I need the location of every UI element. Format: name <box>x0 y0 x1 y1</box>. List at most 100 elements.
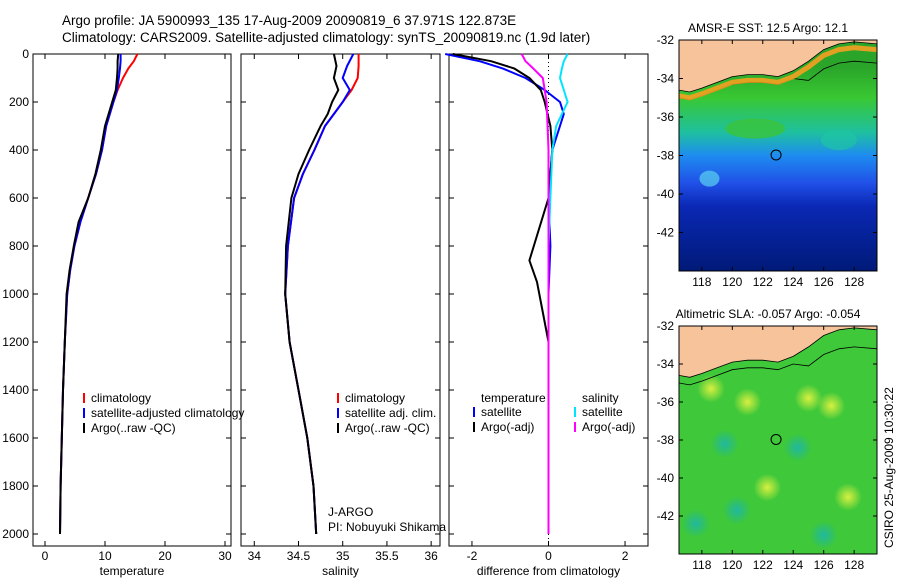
y-tick-label: 1000 <box>2 287 29 301</box>
legend-header-temperature: temperature <box>481 391 546 405</box>
map-panel-sla_map: -32 -34 -36 -38 -40 -42 118 120 122 124 126 128 Alti… <box>657 307 878 572</box>
axes-box <box>32 53 232 547</box>
legend-entry: climatology <box>91 391 151 405</box>
y-tick-label: -40 <box>657 187 675 201</box>
legend-entry: Argo(-adj) <box>481 420 534 434</box>
y-tick-label: -32 <box>657 319 675 333</box>
x-tick-label: -2 <box>467 549 478 563</box>
x-tick-label: 30 <box>218 549 232 563</box>
sla-anomaly-blob <box>696 374 725 403</box>
map-field <box>679 326 877 554</box>
legend-entry: satellite-adjusted climatology <box>91 406 244 420</box>
y-tick-label: 2000 <box>2 527 29 541</box>
x-tick-label: 118 <box>692 558 711 572</box>
y-tick-label: 0 <box>22 47 29 61</box>
sla-anomaly-blob <box>783 433 812 462</box>
map-title: Altimetric SLA: -0.057 Argo: -0.054 <box>676 307 861 321</box>
x-tick-label: 124 <box>783 558 803 572</box>
y-tick-label: 600 <box>9 191 29 205</box>
y-tick-label: -36 <box>657 395 675 409</box>
y-tick-label: 400 <box>9 143 29 157</box>
y-tick-label: 1400 <box>2 383 29 397</box>
x-tick-label: 120 <box>722 275 742 289</box>
sla-anomaly-blob <box>753 473 782 502</box>
series-line-argo-adj- <box>520 53 550 534</box>
legend-entry: satellite adj. clim. <box>345 406 436 420</box>
sla-anomaly-blob <box>722 496 751 525</box>
map-title: AMSR-E SST: 12.5 Argo: 12.1 <box>688 21 848 35</box>
y-tick-label: 800 <box>9 239 29 253</box>
argo-location-marker <box>770 149 782 161</box>
sla-anomaly-blob <box>817 391 846 420</box>
x-tick-label: 2 <box>622 549 629 563</box>
x-tick-label: 34.5 <box>287 549 311 563</box>
x-tick-label: 120 <box>722 558 742 572</box>
y-tick-label: -38 <box>657 433 675 447</box>
x-tick-label: 0 <box>545 549 552 563</box>
x-axis-label: temperature <box>100 564 165 578</box>
figure-title-line1: Argo profile: JA 5900993_135 17-Aug-2009… <box>62 13 517 28</box>
x-tick-label: 0 <box>42 549 49 563</box>
legend-entry: satellite <box>582 405 623 419</box>
sst-warm-patch <box>725 118 786 139</box>
land-mask <box>679 326 877 378</box>
x-tick-label: 36 <box>424 549 438 563</box>
y-tick-label: -36 <box>657 110 675 124</box>
legend-header-salinity: salinity <box>582 391 619 405</box>
y-tick-label: -40 <box>657 471 675 485</box>
x-tick-label: 118 <box>692 275 711 289</box>
x-tick-label: 20 <box>158 549 172 563</box>
series-line-argo-raw-qc- <box>284 53 340 535</box>
y-tick-label: 1600 <box>2 431 29 445</box>
sst-patch <box>820 130 857 151</box>
timestamp-label: CSIRO 25-Aug-2009 10:30:22 <box>882 387 896 548</box>
y-tick-label: 200 <box>9 95 29 109</box>
argo-location-marker <box>770 433 782 445</box>
axes-box <box>240 53 441 547</box>
y-tick-label: -34 <box>657 357 675 371</box>
x-tick-label: 126 <box>814 558 834 572</box>
x-tick-label: 10 <box>98 549 112 563</box>
land-mask <box>679 40 877 93</box>
y-tick-label: 1200 <box>2 335 29 349</box>
series-line-argo-raw-qc- <box>59 53 120 535</box>
profile-panel-temperature: 0 10 20 30 0 200 400 600 800 1000 1200 1400 1600 1800… <box>2 47 232 578</box>
y-tick-label: -38 <box>657 149 675 163</box>
sla-anomaly-blob <box>681 509 710 538</box>
sla-anomaly-blob <box>733 388 762 416</box>
sla-anomaly-blob <box>834 483 863 511</box>
sla-anomaly-blob <box>710 429 739 458</box>
x-tick-label: 122 <box>753 558 773 572</box>
legend-entry: Argo(..raw -QC) <box>91 421 176 435</box>
legend-entry: climatology <box>345 391 405 405</box>
y-tick-label: 1800 <box>2 479 29 493</box>
x-tick-label: 128 <box>844 275 864 289</box>
y-tick-label: -42 <box>657 509 675 523</box>
legend-difference: temperature salinitysatelliteArgo(-adj)sa… <box>473 391 635 434</box>
annotation-line: J-ARGO <box>328 505 373 519</box>
map-panel-sst_map: -32 -34 -36 -38 -40 -42 118 120 122 124 126 128 AMSR… <box>657 21 878 289</box>
sst-patch <box>699 170 720 187</box>
x-tick-label: 128 <box>844 558 864 572</box>
sla-anomaly-blob <box>794 384 823 413</box>
y-tick-label: -42 <box>657 226 675 240</box>
map-field <box>679 40 877 271</box>
sla-anomaly-blob <box>809 521 838 549</box>
x-tick-label: 35 <box>336 549 350 563</box>
figure-title-line2: Climatology: CARS2009. Satellite-adjuste… <box>62 30 591 45</box>
sst-coastal-band <box>679 45 877 101</box>
x-tick-label: 122 <box>753 275 773 289</box>
profile-panel-salinity: 34 34.5 35 35.5 36 salinity <box>240 53 441 578</box>
x-tick-label: 126 <box>814 275 834 289</box>
x-tick-label: 35.5 <box>375 549 399 563</box>
x-tick-label: 34 <box>248 549 262 563</box>
x-tick-label: 124 <box>783 275 803 289</box>
legend-entry: satellite <box>481 405 522 419</box>
shelf-contour <box>679 346 877 386</box>
y-tick-label: -32 <box>657 33 675 47</box>
